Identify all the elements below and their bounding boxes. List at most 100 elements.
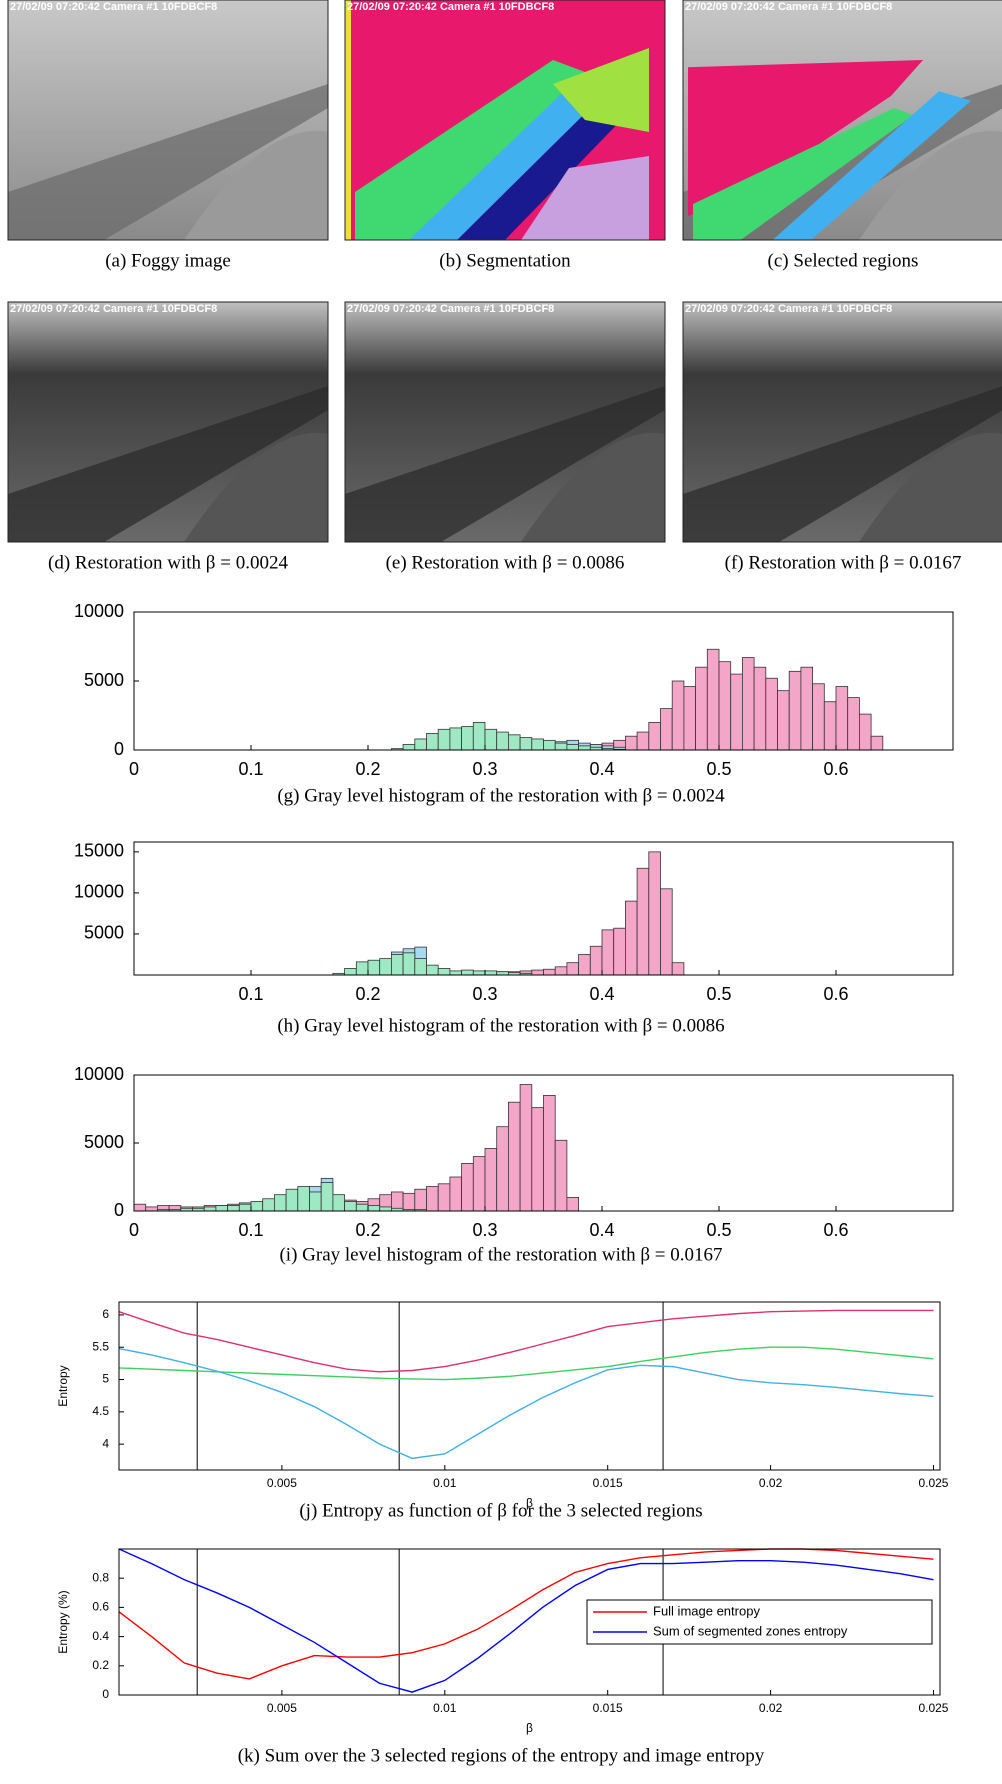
histogram-bar bbox=[379, 1206, 392, 1212]
x-tick-label: 0.3 bbox=[472, 759, 497, 779]
photo-panel: 27/02/09 07:20:42 Camera #1 10FDBCF8 (d) … bbox=[7, 301, 329, 573]
x-tick-label: 0.5 bbox=[706, 984, 731, 1004]
photo-roof bbox=[859, 432, 1002, 542]
histogram-bar bbox=[355, 1203, 369, 1212]
photo-road bbox=[683, 386, 1002, 542]
histogram-bar bbox=[648, 851, 661, 976]
histogram-bar bbox=[507, 1101, 521, 1212]
y-tick-label: 6 bbox=[102, 1307, 109, 1321]
y-axis-label: Entropy bbox=[56, 1365, 70, 1406]
x-tick-label: 0.01 bbox=[433, 1701, 457, 1715]
photo-roof bbox=[521, 432, 665, 542]
histogram-bar bbox=[437, 728, 451, 751]
y-tick-label: 0 bbox=[102, 1687, 109, 1701]
x-tick-label: 0.1 bbox=[238, 984, 263, 1004]
histogram-bar bbox=[402, 1192, 416, 1212]
histogram-bar bbox=[227, 1205, 240, 1212]
x-tick-label: 0.1 bbox=[238, 759, 263, 779]
x-tick-label: 0.025 bbox=[918, 1476, 948, 1490]
x-tick-label: 0.02 bbox=[759, 1701, 783, 1715]
histogram-bar bbox=[800, 666, 814, 751]
histogram-bar bbox=[671, 962, 685, 976]
y-tick-label: 5.5 bbox=[92, 1339, 109, 1353]
histogram-bar bbox=[847, 697, 860, 751]
y-tick-label: 4 bbox=[102, 1436, 109, 1450]
histogram-bar bbox=[461, 969, 474, 976]
histogram-bar bbox=[426, 733, 439, 751]
histogram-bar bbox=[461, 1163, 474, 1212]
timestamp: 27/02/09 07:20:42 Camera #1 10FDBCF8 bbox=[685, 1, 892, 13]
chart: 0 5000 10000 0 0.1 0.2 0.3 0.4 0.5 0.6 (i) Gray le… bbox=[74, 1064, 954, 1265]
y-tick-label: 10000 bbox=[74, 882, 124, 902]
histogram-bar bbox=[870, 735, 884, 751]
segment bbox=[345, 0, 351, 240]
histogram-bar bbox=[823, 701, 837, 751]
histogram-bar bbox=[367, 959, 381, 976]
caption: (d) Restoration with β = 0.0024 bbox=[48, 552, 288, 573]
histogram-bar bbox=[437, 968, 451, 976]
histogram-bar bbox=[695, 666, 708, 751]
histogram-bar bbox=[414, 738, 427, 751]
y-tick-label: 0.2 bbox=[92, 1658, 109, 1672]
histogram-bar bbox=[484, 970, 498, 976]
histogram-bar bbox=[437, 1183, 451, 1212]
histogram-bar bbox=[355, 961, 369, 976]
timestamp: 27/02/09 07:20:42 Camera #1 10FDBCF8 bbox=[685, 303, 892, 315]
y-tick-label: 0.8 bbox=[92, 1570, 109, 1584]
timestamp: 27/02/09 07:20:42 Camera #1 10FDBCF8 bbox=[347, 1, 554, 13]
photo-panel: 27/02/09 07:20:42 Camera #1 10FDBCF8 (f) … bbox=[682, 301, 1002, 573]
histogram-bar bbox=[613, 927, 626, 976]
line-series bbox=[118, 1347, 934, 1460]
histogram-bar bbox=[273, 1194, 287, 1212]
x-tick-label: 0.6 bbox=[823, 984, 848, 1004]
histogram-bar bbox=[718, 661, 732, 751]
histogram-bar bbox=[262, 1198, 275, 1212]
x-tick-label: 0.005 bbox=[267, 1701, 297, 1715]
histogram-bar bbox=[660, 708, 673, 751]
caption: (h) Gray level histogram of the restorat… bbox=[277, 1015, 724, 1036]
histogram-bar bbox=[449, 727, 462, 751]
segment bbox=[553, 48, 649, 132]
x-tick-label: 0.015 bbox=[593, 1701, 623, 1715]
y-tick-label: 15000 bbox=[74, 841, 124, 861]
histogram-bar bbox=[484, 728, 498, 751]
y-tick-label: 5 bbox=[102, 1372, 109, 1386]
histogram-bar bbox=[566, 962, 580, 976]
histogram-bar bbox=[472, 970, 486, 976]
histogram-bar bbox=[566, 744, 580, 751]
histogram-bar bbox=[215, 1205, 228, 1212]
region-blue bbox=[772, 91, 971, 240]
photo-road bbox=[8, 386, 328, 542]
y-tick-label: 0 bbox=[114, 739, 124, 759]
x-axis-label: β bbox=[526, 1496, 533, 1510]
plot-frame bbox=[118, 1548, 941, 1696]
legend-label: Full image entropy bbox=[653, 1603, 760, 1618]
x-tick-label: 0.015 bbox=[593, 1476, 623, 1490]
line-series bbox=[118, 1346, 934, 1381]
x-tick-label: 0.4 bbox=[589, 759, 614, 779]
y-tick-label: 10000 bbox=[74, 1064, 124, 1084]
histogram-bar bbox=[531, 738, 544, 751]
plot-frame bbox=[133, 841, 954, 976]
histogram-bar bbox=[367, 1205, 381, 1212]
histogram-bar bbox=[788, 670, 802, 751]
histogram-bar bbox=[297, 1186, 310, 1212]
timestamp: 27/02/09 07:20:42 Camera #1 10FDBCF8 bbox=[347, 303, 554, 315]
histogram-bar bbox=[461, 726, 474, 751]
timestamp: 27/02/09 07:20:42 Camera #1 10FDBCF8 bbox=[10, 303, 217, 315]
segment bbox=[457, 96, 633, 240]
histogram-bar bbox=[285, 1188, 299, 1212]
line-series bbox=[118, 1309, 934, 1373]
histogram-bar bbox=[145, 1206, 158, 1212]
y-tick-label: 5000 bbox=[84, 670, 124, 690]
histogram-bar bbox=[519, 1084, 533, 1212]
y-tick-label: 0 bbox=[114, 1200, 124, 1220]
x-tick-label: 0 bbox=[129, 759, 139, 779]
histogram-bar bbox=[426, 1186, 439, 1212]
x-tick-label: 0.5 bbox=[706, 759, 731, 779]
histogram-bar bbox=[859, 713, 872, 751]
histogram-bar bbox=[566, 1197, 580, 1212]
x-tick-label: 0 bbox=[129, 1220, 139, 1240]
photo-roof bbox=[859, 130, 1002, 240]
segment bbox=[409, 86, 608, 241]
